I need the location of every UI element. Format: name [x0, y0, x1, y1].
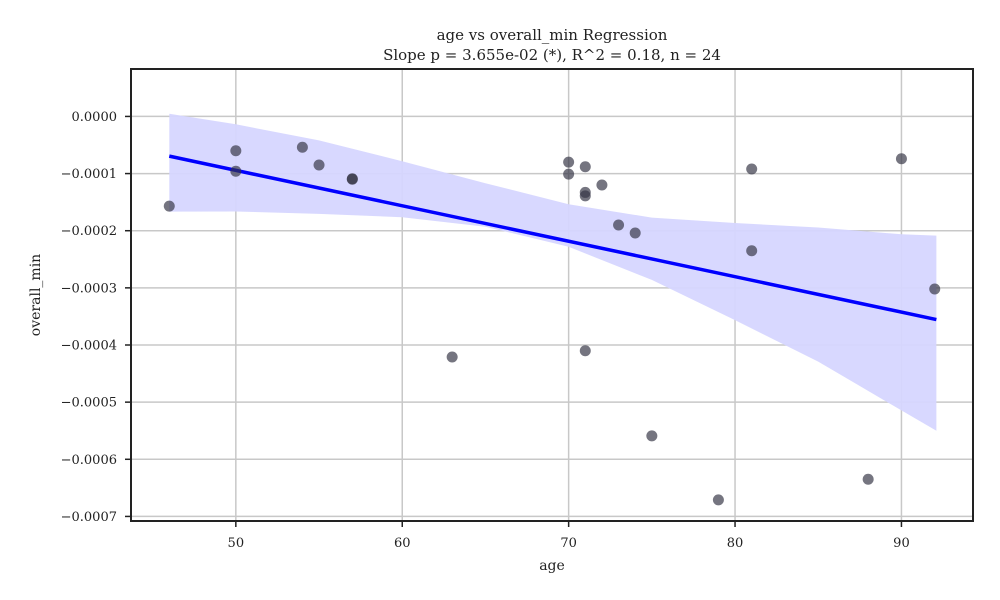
- data-point: [862, 473, 874, 485]
- x-tick-label: 60: [394, 536, 411, 551]
- chart-title: age vs overall_min Regression: [437, 26, 668, 44]
- data-point: [746, 163, 758, 175]
- data-point: [712, 494, 724, 506]
- confidence-band: [169, 113, 937, 431]
- y-tick-label: −0.0007: [61, 510, 117, 525]
- data-point: [313, 159, 325, 171]
- data-point: [296, 141, 308, 153]
- data-point: [746, 245, 758, 257]
- data-point: [563, 168, 575, 180]
- x-tick-label: 50: [228, 536, 245, 551]
- x-tick-label: 70: [560, 536, 577, 551]
- regression-line-layer: [168, 154, 937, 322]
- x-axis-ticks: 50 60 70 80 90: [228, 521, 910, 551]
- data-point: [579, 345, 591, 357]
- regression-line: [168, 154, 937, 322]
- data-point: [895, 153, 907, 165]
- data-point: [163, 200, 175, 212]
- data-point: [579, 161, 591, 173]
- data-point: [579, 190, 591, 202]
- y-tick-label: −0.0003: [61, 281, 117, 296]
- plot-frame: [130, 68, 974, 522]
- data-point: [929, 283, 941, 295]
- confidence-band-layer: [169, 113, 937, 431]
- y-axis-label: overall_min: [28, 254, 44, 336]
- y-tick-label: −0.0006: [61, 453, 117, 468]
- x-tick-label: 90: [893, 536, 910, 551]
- data-point: [346, 173, 358, 185]
- data-point: [596, 179, 608, 191]
- y-tick-label: −0.0004: [61, 339, 117, 354]
- data-point: [230, 145, 242, 157]
- data-points: [163, 141, 941, 506]
- y-axis-ticks: 0.0000 −0.0001 −0.0002 −0.0003 −0.0004 −0.000…: [61, 110, 131, 525]
- y-tick-label: −0.0005: [61, 396, 117, 411]
- data-point: [629, 227, 641, 239]
- data-point: [613, 219, 625, 231]
- x-axis-label: age: [539, 558, 565, 574]
- x-tick-label: 80: [727, 536, 744, 551]
- chart-subtitle: Slope p = 3.655e-02 (*), R^2 = 0.18, n =…: [383, 46, 721, 64]
- y-tick-label: −0.0001: [61, 167, 117, 182]
- data-point: [646, 430, 658, 442]
- data-point: [446, 351, 458, 363]
- data-point: [230, 165, 242, 177]
- y-tick-label: 0.0000: [72, 110, 118, 125]
- y-tick-label: −0.0002: [61, 224, 117, 239]
- data-point: [563, 156, 575, 168]
